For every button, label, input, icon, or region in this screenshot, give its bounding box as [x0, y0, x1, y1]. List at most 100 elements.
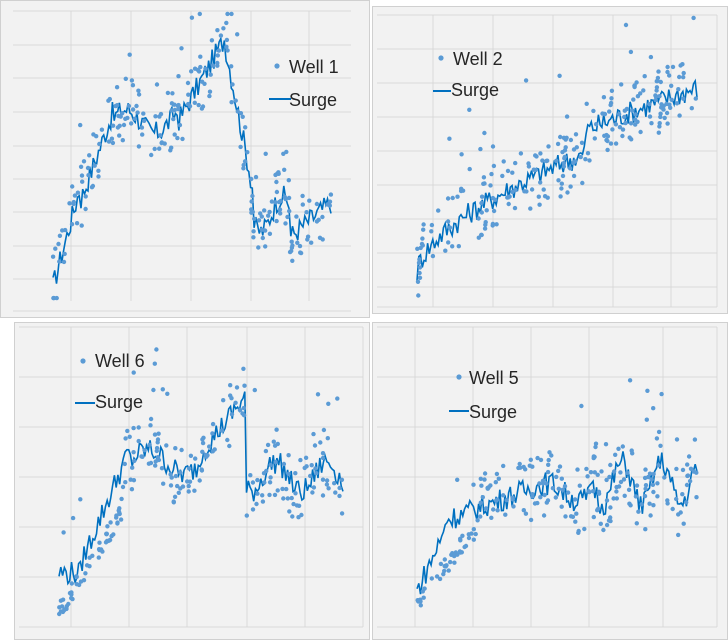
well-point [559, 504, 564, 509]
well-point [532, 501, 538, 506]
well-point [628, 121, 634, 126]
well-point [622, 114, 627, 120]
well-point [608, 505, 613, 510]
well-point [263, 448, 269, 454]
well-point [601, 527, 606, 533]
well-point [694, 495, 699, 500]
well-point [110, 123, 116, 128]
well-point [444, 563, 449, 568]
well-point [286, 178, 291, 183]
well-point [90, 553, 95, 558]
well-point [175, 483, 180, 489]
well-point [293, 491, 298, 496]
well-point [558, 194, 563, 199]
well-point [622, 493, 627, 498]
well-point [647, 501, 652, 506]
well-point [655, 481, 660, 486]
well-point [667, 73, 672, 78]
well-point [633, 112, 638, 117]
well-point [158, 111, 164, 117]
well-point [618, 470, 623, 475]
well-point [686, 454, 692, 459]
well-point [633, 494, 639, 499]
well-point [320, 451, 326, 456]
well-point [627, 378, 633, 383]
legend-label-surge: Surge [289, 90, 337, 110]
well-point [140, 132, 145, 137]
well-point [193, 456, 198, 461]
well-point [209, 38, 215, 43]
well-point [172, 102, 177, 107]
gridlines [13, 10, 351, 312]
well-point [676, 532, 681, 538]
well-point [228, 383, 233, 388]
well-point [482, 471, 488, 476]
well-point [518, 151, 524, 156]
well-point [494, 498, 499, 503]
well-point [665, 121, 670, 126]
well-point [659, 102, 664, 107]
well-point [142, 448, 147, 453]
well-point [83, 206, 88, 212]
well-point [572, 159, 578, 164]
well-point [196, 69, 202, 74]
well-point [176, 490, 181, 495]
well-point [337, 493, 342, 499]
well-point [511, 504, 516, 509]
well-point [479, 483, 484, 488]
well-point [129, 78, 135, 83]
well-point [602, 111, 607, 117]
well-point [54, 295, 59, 301]
well-point [200, 440, 206, 446]
well-point [92, 163, 97, 168]
well-point [296, 503, 302, 508]
well-point [299, 512, 304, 518]
surge-line [52, 35, 332, 284]
well-point [169, 145, 174, 150]
well-point [274, 189, 280, 195]
well-point [554, 158, 559, 163]
well-point [438, 561, 444, 567]
well-point [78, 497, 83, 502]
well-point [542, 492, 547, 498]
well-point [229, 396, 234, 401]
well-point [115, 520, 120, 525]
well-point [517, 461, 522, 467]
well-point [670, 506, 675, 512]
well-point [649, 477, 654, 482]
well-point [587, 158, 592, 163]
well-point [556, 178, 561, 183]
well-series [50, 11, 334, 301]
well-point [493, 480, 498, 485]
well-point [479, 232, 484, 238]
well-point [670, 64, 676, 70]
well-point [572, 497, 578, 502]
well-point [567, 166, 573, 171]
well-point [59, 604, 65, 609]
well-point [154, 445, 160, 451]
well-point [554, 474, 559, 480]
well-point [278, 211, 283, 216]
well-point [415, 279, 421, 284]
well-point [199, 467, 204, 472]
well-point [126, 103, 132, 109]
well-point [79, 173, 85, 178]
well-point [598, 521, 603, 526]
well-point [618, 479, 624, 485]
well-point [127, 52, 132, 57]
well-point [544, 481, 549, 486]
well-point [617, 125, 623, 130]
well-point [252, 216, 257, 221]
well-point [221, 398, 226, 403]
well-point [578, 154, 583, 160]
well-point [320, 214, 325, 220]
well-point [467, 107, 472, 113]
well-point [471, 537, 476, 542]
well-point [489, 515, 494, 520]
well-point [57, 611, 62, 617]
well-point [582, 526, 587, 532]
well-point [482, 130, 487, 136]
well-point [300, 193, 305, 199]
well-point [156, 431, 161, 436]
well-point [634, 521, 639, 526]
